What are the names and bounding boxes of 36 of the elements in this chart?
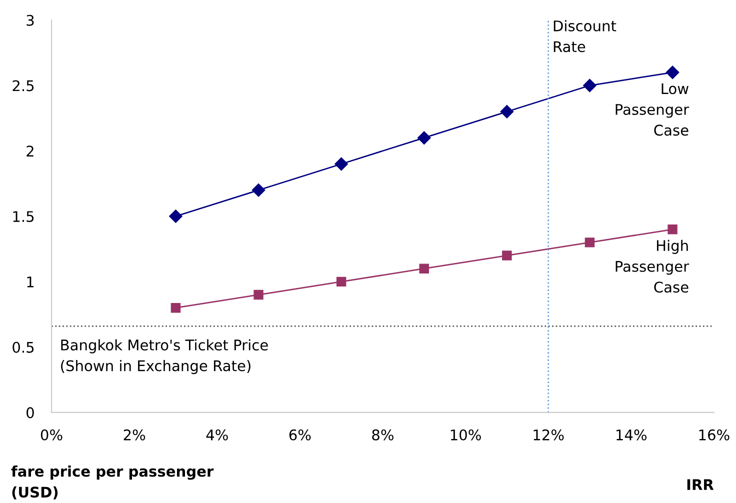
y-tick-label: 2.5 xyxy=(12,80,34,92)
point xyxy=(169,210,182,223)
y-tick-label: 0.5 xyxy=(12,342,34,353)
ref-line-label: Bangkok Metro's Ticket Price (Shown in Exchange Rate) xyxy=(61,339,268,374)
series-label: Low Passenger Case xyxy=(616,83,690,136)
x-tick-label: 14% xyxy=(616,429,647,440)
point xyxy=(500,105,514,118)
x-tick-label: 12% xyxy=(534,429,564,440)
y-tick-label: 1.5 xyxy=(13,211,34,222)
y-tick-label: 3 xyxy=(26,14,34,26)
point xyxy=(254,290,264,300)
point xyxy=(336,276,346,287)
point xyxy=(666,66,680,80)
point xyxy=(668,224,678,234)
x-tick-label: 4% xyxy=(206,429,228,440)
x-tick-label: 8% xyxy=(372,429,394,440)
x-tick-label: 10% xyxy=(450,429,481,440)
y-tick-label: 0 xyxy=(26,407,34,418)
x-tick-label: 6% xyxy=(289,429,311,440)
x-axis-title: IRR xyxy=(687,479,714,490)
point xyxy=(583,78,596,92)
point xyxy=(584,238,595,248)
ref-line-label: Discount Rate xyxy=(554,20,616,52)
point xyxy=(170,302,181,313)
x-tick-label: 2% xyxy=(124,429,146,440)
point xyxy=(419,264,429,274)
x-tick-label: 0% xyxy=(40,429,62,440)
y-tick-label: 1 xyxy=(27,276,34,288)
y-axis-title: fare price per passenger (USD) xyxy=(11,465,214,500)
point xyxy=(418,131,431,144)
series-label: High Passenger Case xyxy=(616,240,690,293)
y-tick-label: 2 xyxy=(26,146,34,156)
point xyxy=(502,250,512,260)
x-tick-label: 16% xyxy=(699,429,730,440)
point xyxy=(334,157,348,171)
point xyxy=(252,184,266,197)
